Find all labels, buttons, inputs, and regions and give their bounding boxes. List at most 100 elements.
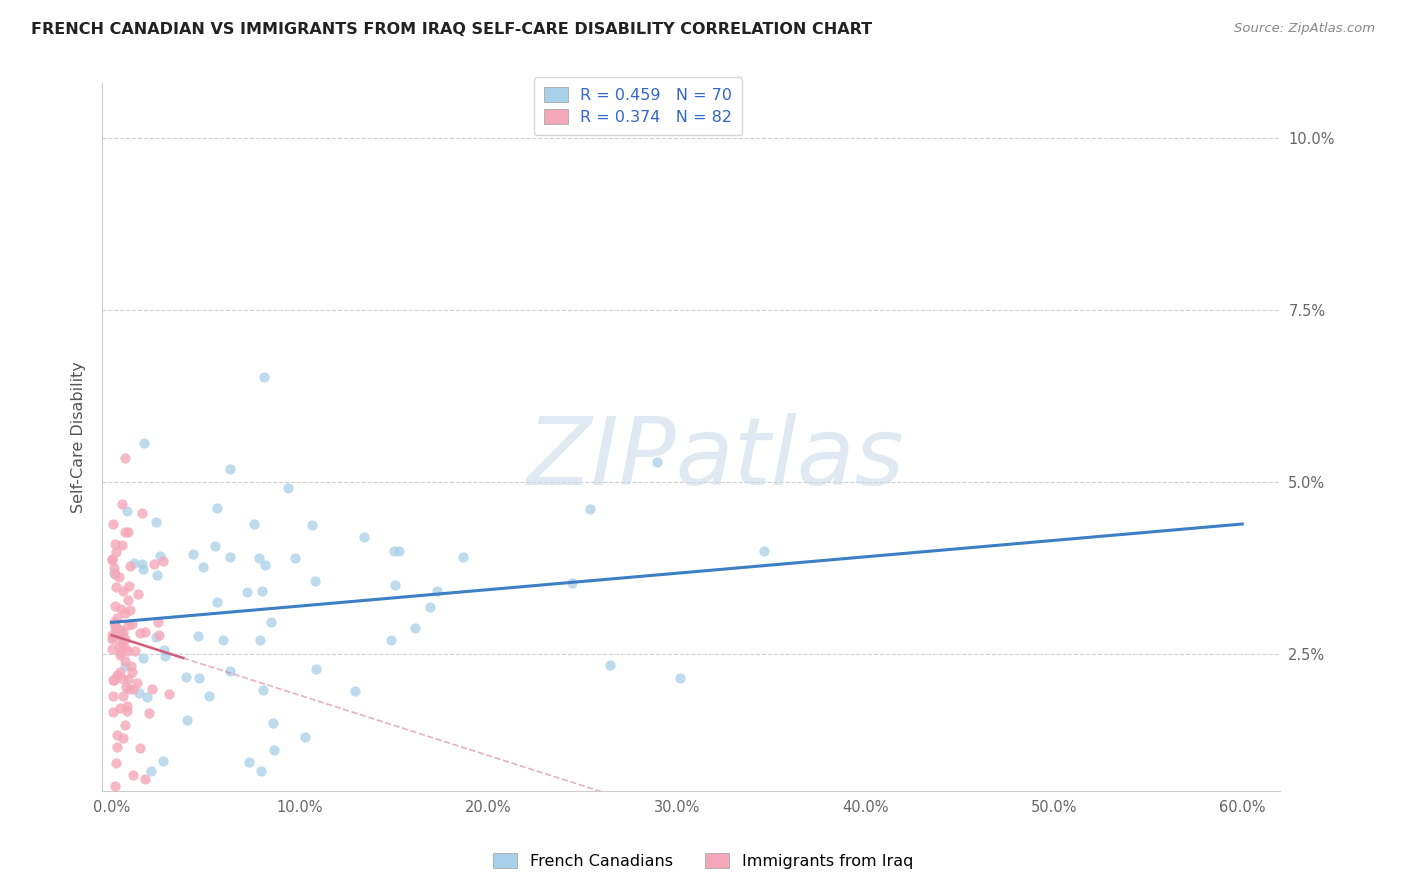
Point [120,559,142,574]
Point [252,583,274,598]
Point [186,629,208,643]
Point [101,553,124,567]
Point [384,578,406,592]
Point [263,743,285,757]
Point [111,731,134,746]
Point [105,627,128,641]
Point [252,683,274,698]
Point [129,741,152,756]
Legend: French Canadians, Immigrants from Iraq: French Canadians, Immigrants from Iraq [486,847,920,875]
Point [353,530,375,544]
Point [112,624,135,639]
Point [121,665,143,680]
Point [205,594,228,608]
Point [101,516,124,531]
Point [105,668,128,682]
Point [114,632,136,646]
Point [115,504,138,518]
Point [115,704,138,718]
Point [236,585,259,599]
Point [174,670,197,684]
Point [110,602,132,616]
Point [104,599,127,613]
Point [122,556,145,570]
Point [304,574,326,588]
Point [117,644,139,658]
Point [121,768,143,782]
Point [153,643,176,657]
Point [115,699,138,714]
Point [277,481,299,495]
Point [108,624,131,638]
Point [127,587,149,601]
Point [247,551,270,566]
Point [114,659,136,673]
Point [103,673,125,687]
Point [218,462,240,476]
Text: FRENCH CANADIAN VS IMMIGRANTS FROM IRAQ SELF-CARE DISABILITY CORRELATION CHART: FRENCH CANADIAN VS IMMIGRANTS FROM IRAQ … [31,22,872,37]
Point [114,680,136,694]
Point [301,517,323,532]
Point [111,672,134,686]
Point [114,606,136,620]
Point [219,664,242,678]
Point [260,615,283,629]
Point [134,624,156,639]
Point [105,622,128,636]
Point [114,525,136,540]
Point [124,644,146,658]
Point [157,687,180,701]
Point [243,516,266,531]
Point [104,621,127,635]
Point [117,672,139,686]
Point [101,632,124,646]
Point [103,615,125,630]
Point [104,536,127,550]
Point [145,630,167,644]
Point [187,671,209,685]
Point [108,665,131,679]
Point [105,728,128,742]
Point [212,633,235,648]
Point [104,779,127,793]
Point [104,617,127,632]
Point [249,632,271,647]
Point [118,682,141,697]
Point [599,658,621,673]
Point [111,538,134,552]
Point [344,683,367,698]
Point [118,579,141,593]
Point [148,628,170,642]
Point [218,549,240,564]
Point [101,689,124,703]
Point [294,730,316,744]
Point [114,641,136,656]
Point [120,602,142,616]
Point [114,718,136,732]
Point [128,625,150,640]
Point [108,623,131,637]
Point [103,561,125,575]
Point [101,641,124,656]
Point [132,651,155,665]
Point [105,544,128,558]
Point [669,671,692,685]
Point [254,558,277,572]
Point [114,654,136,668]
Point [117,524,139,539]
Point [152,754,174,768]
Point [112,583,135,598]
Point [114,450,136,465]
Point [103,705,125,719]
Point [146,567,169,582]
Point [191,559,214,574]
Point [152,554,174,568]
Point [110,644,132,658]
Legend: R = 0.459   N = 70, R = 0.374   N = 82: R = 0.459 N = 70, R = 0.374 N = 82 [534,77,742,135]
Point [138,706,160,721]
Point [253,370,276,384]
Point [101,631,124,645]
Point [388,544,411,558]
Point [139,764,162,778]
Point [262,716,284,731]
